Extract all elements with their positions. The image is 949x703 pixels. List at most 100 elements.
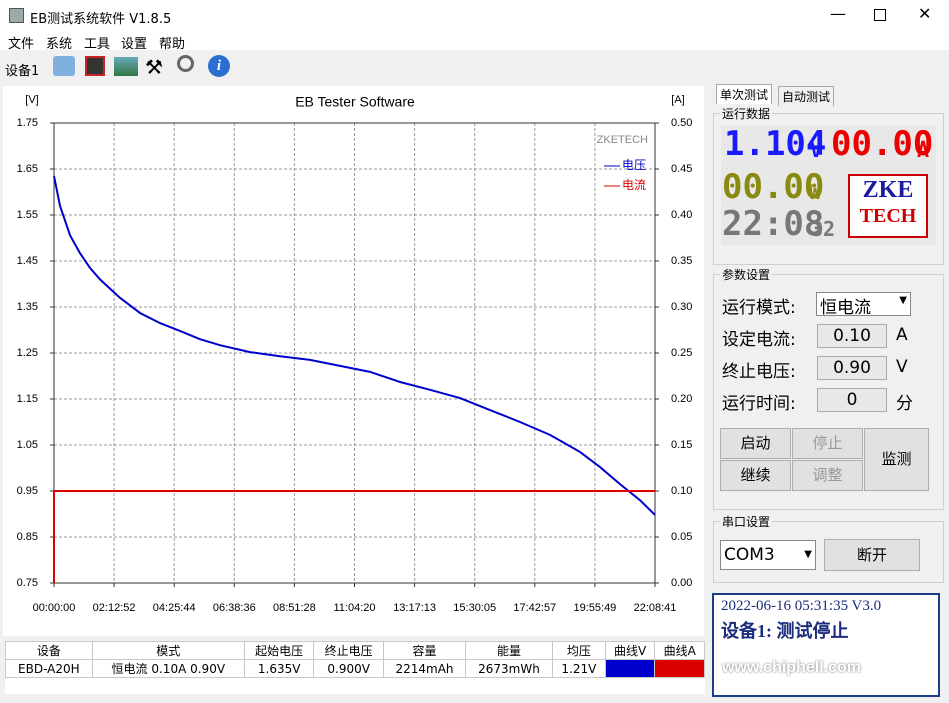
legend-label: 电流 <box>622 178 646 192</box>
title-bar <box>0 0 949 31</box>
site-watermark: www.chiphell.com <box>722 659 861 676</box>
x-tick-label: 04:25:44 <box>153 602 196 614</box>
voltage-unit: V <box>810 138 823 162</box>
adjust-button[interactable]: 调整 <box>792 460 863 491</box>
header-row: 设备 模式 起始电压 终止电压 容量 能量 均压 曲线V 曲线A <box>5 641 705 660</box>
x-tick-label: 02:12:52 <box>93 602 136 614</box>
param-input[interactable]: 0.10 <box>817 324 887 348</box>
empty-cell <box>6 678 705 695</box>
tab[interactable]: 自动测试 <box>778 86 835 106</box>
header-cell: 起始电压 <box>243 641 315 660</box>
logo-text: TECH <box>859 205 917 227</box>
tab[interactable]: 单次测试 <box>716 84 773 104</box>
group-title: 参数设置 <box>720 266 773 283</box>
curve-color-cell <box>654 659 705 678</box>
start-button[interactable]: 启动 <box>720 428 791 459</box>
cell: 0.900V <box>313 659 384 678</box>
param-label: 运行时间: <box>722 394 796 414</box>
y-axis-label: [V] <box>25 94 38 106</box>
x-tick-label: 19:55:49 <box>573 602 616 614</box>
continue-button[interactable]: 继续 <box>720 460 791 491</box>
current-unit: A <box>917 138 930 162</box>
y2-tick-label: 0.15 <box>671 439 692 451</box>
group-title: 运行数据 <box>720 105 773 122</box>
port-select[interactable]: COM3 ▼ <box>720 540 816 570</box>
save-button[interactable] <box>85 56 105 76</box>
search-button[interactable] <box>177 55 194 72</box>
y-tick-label: 1.55 <box>17 209 38 221</box>
seconds-display: 32 <box>811 217 836 241</box>
param-unit: 分 <box>896 394 913 414</box>
param-label: 运行模式: <box>722 298 796 318</box>
x-tick-label: 06:38:36 <box>213 602 256 614</box>
y-tick-label: 1.65 <box>17 163 38 175</box>
maximize-button[interactable] <box>874 9 886 21</box>
header-cell: 曲线V <box>604 641 656 660</box>
app-icon <box>9 8 24 23</box>
tools-button[interactable]: ⚒ <box>145 55 163 79</box>
status-line: 2022-06-16 05:31:35 V3.0 <box>721 598 882 614</box>
stop-button[interactable]: 停止 <box>792 428 863 459</box>
param-unit: V <box>896 357 908 377</box>
minimize-button[interactable]: — <box>830 4 846 23</box>
x-tick-label: 22:08:41 <box>634 602 677 614</box>
chart: EB Tester Software [V] [A] ZKETECH 1.75 1… <box>3 86 704 636</box>
info-button[interactable]: i <box>208 55 230 77</box>
menu-item[interactable]: 设置 <box>121 37 148 52</box>
time-display: 22:08 <box>722 204 825 244</box>
y2-tick-label: 0.30 <box>671 301 692 313</box>
data-row: EBD-A20H 恒电流 0.10A 0.90V 1.635V 0.900V 2214m… <box>5 659 705 678</box>
y2-tick-label: 0.20 <box>671 393 692 405</box>
logo-text: ZKE <box>862 177 914 203</box>
param-input[interactable]: 0 <box>817 388 887 412</box>
logo: ZKE TECH <box>848 174 928 238</box>
monitor-button[interactable]: 监测 <box>864 428 929 491</box>
menu-item[interactable]: 帮助 <box>159 37 186 52</box>
y2-tick-label: 0.45 <box>671 163 692 175</box>
menu-bar <box>0 31 949 50</box>
mode-select[interactable]: 恒电流 ▼ <box>816 292 911 318</box>
param-label: 终止电压: <box>722 362 796 382</box>
x-tick-label: 00:00:00 <box>33 602 76 614</box>
image-button[interactable] <box>114 57 138 76</box>
x-tick-label: 08:51:28 <box>273 602 316 614</box>
header-cell: 曲线A <box>654 641 705 660</box>
chart-background <box>3 86 704 636</box>
param-unit: A <box>896 325 908 345</box>
x-tick-label: 13:17:13 <box>393 602 436 614</box>
cell: 1.21V <box>551 659 606 678</box>
open-button[interactable] <box>53 56 75 76</box>
curve-color-cell <box>604 659 656 678</box>
group-title: 串口设置 <box>720 513 773 530</box>
status-box: 2022-06-16 05:31:35 V3.0 设备1: 测试停止 www.c… <box>712 593 940 697</box>
y2-tick-label: 0.50 <box>671 117 692 129</box>
status-line: 设备1: 测试停止 <box>721 621 849 641</box>
close-button[interactable]: ✕ <box>918 4 932 23</box>
watermark: ZKETECH <box>597 134 648 146</box>
device-tab[interactable]: 设备1 <box>5 64 40 79</box>
param-label: 设定电流: <box>722 330 796 350</box>
menu-item[interactable]: 工具 <box>84 37 111 52</box>
y-tick-label: 1.25 <box>17 347 38 359</box>
y-tick-label: 1.05 <box>17 439 38 451</box>
menu-item[interactable]: 文件 <box>8 37 35 52</box>
y-tick-label: 1.15 <box>17 393 38 405</box>
x-tick-label: 11:04:20 <box>333 602 375 614</box>
series-line <box>53 175 656 516</box>
cell: 2673mWh <box>465 659 553 678</box>
window-title: EB测试系统软件 V1.8.5 <box>30 12 172 27</box>
power-unit: W <box>809 180 822 204</box>
y-tick-label: 0.95 <box>17 485 38 497</box>
cell: 恒电流 0.10A 0.90V <box>91 659 245 678</box>
menu-item[interactable]: 系统 <box>46 37 73 52</box>
results-table: 设备 模式 起始电压 终止电压 容量 能量 均压 曲线V 曲线A EBD-A20H 恒电流 0.1… <box>5 641 705 694</box>
param-input[interactable]: 0.90 <box>817 356 887 380</box>
voltage-display: 1.104 <box>724 124 827 164</box>
header-cell: 容量 <box>382 641 467 660</box>
empty-row <box>6 678 705 695</box>
header-cell: 能量 <box>465 641 553 660</box>
disconnect-button[interactable]: 断开 <box>824 539 920 571</box>
select-value: COM3 <box>724 545 775 565</box>
cell: EBD-A20H <box>5 659 93 678</box>
